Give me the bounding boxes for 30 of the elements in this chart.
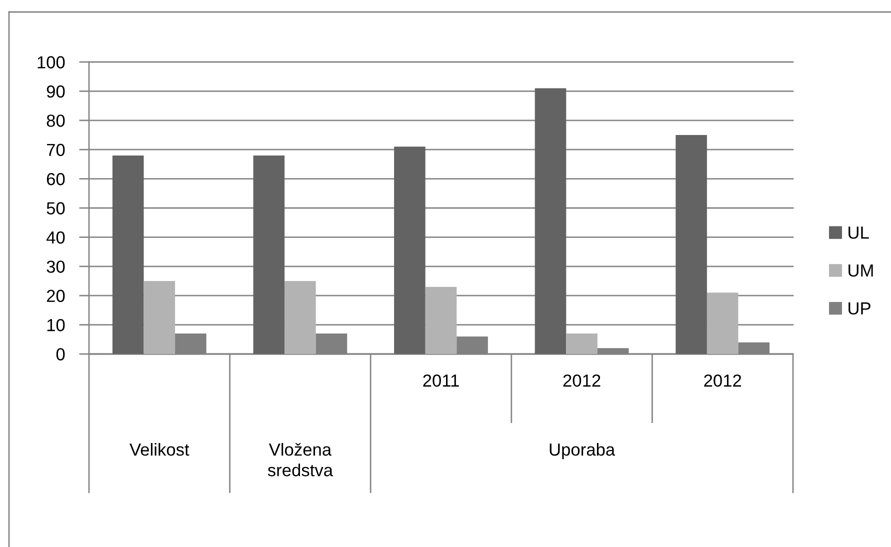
bar — [112, 155, 144, 354]
y-tick-label: 10 — [47, 318, 65, 332]
x-tick-label: Velikost — [130, 443, 190, 456]
bar — [706, 292, 738, 354]
y-tick-label: 70 — [46, 144, 65, 156]
bar — [676, 135, 707, 354]
bar — [394, 146, 426, 354]
y-tick-label: 0 — [56, 348, 65, 360]
text: Uporaba — [550, 443, 616, 460]
y-tick-label: 20 — [46, 290, 65, 302]
y-tick-label: 30 — [46, 260, 65, 273]
bar — [425, 286, 457, 354]
legend-label: UL — [848, 226, 869, 239]
y-tick-label: 60 — [46, 172, 65, 186]
y-tick-label: 50 — [46, 202, 65, 214]
bar — [253, 155, 285, 354]
bar — [284, 281, 316, 354]
y-tick-label: 90 — [46, 85, 65, 98]
y-tick-label: 40 — [46, 231, 65, 244]
y-tick-label: 80 — [46, 114, 65, 127]
legend-label: UP — [848, 302, 870, 315]
legend-label: UM — [848, 264, 873, 277]
x-tick-label: 2011 — [423, 374, 459, 387]
x-tick-label: 2012 — [563, 374, 600, 387]
x-tick-label: Vložena sredstva — [268, 442, 334, 476]
bar — [566, 334, 598, 354]
y-tick-label: 100 — [38, 56, 65, 68]
x-tick-label: 2012 — [704, 374, 742, 387]
bar — [534, 88, 566, 354]
bar — [144, 281, 176, 354]
